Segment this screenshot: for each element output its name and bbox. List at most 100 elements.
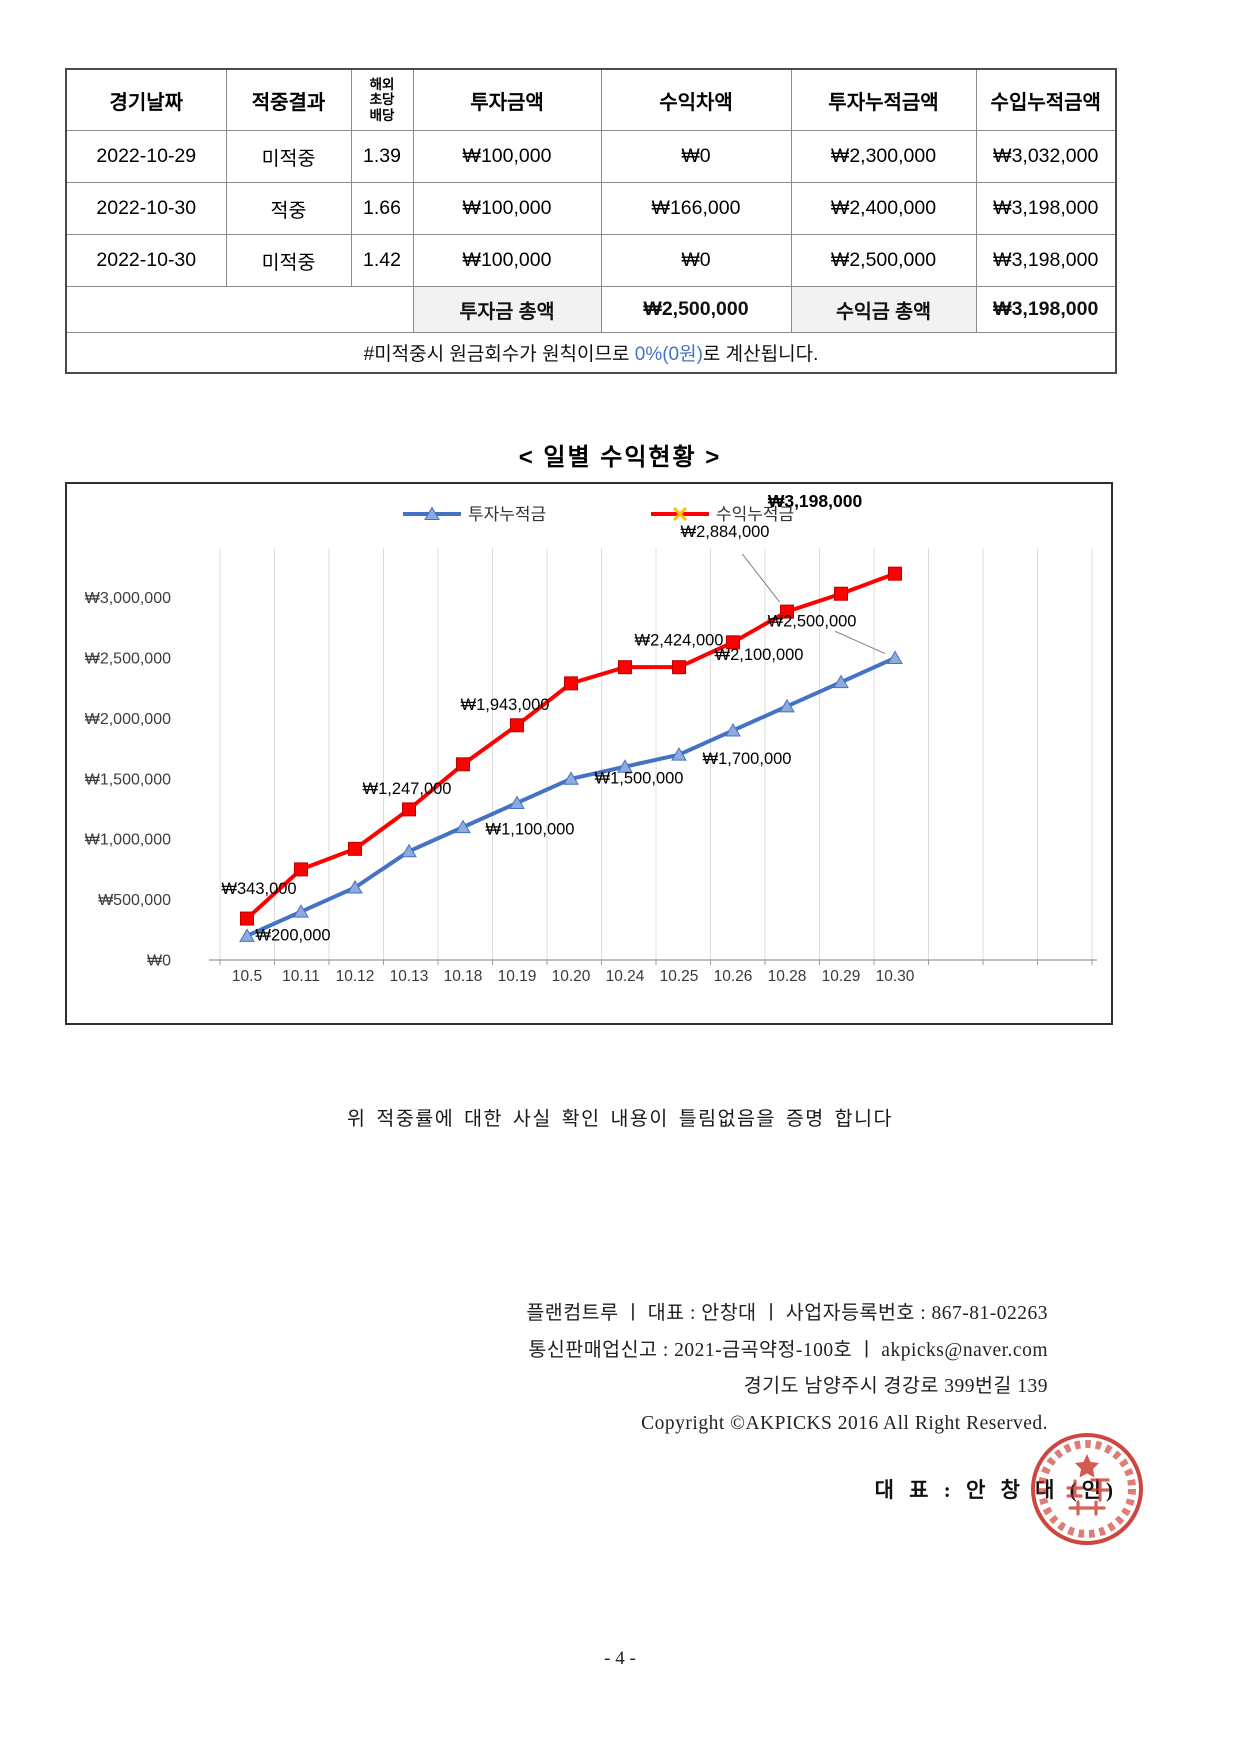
ceo-signature-line: 대 표 : 안 창 대 (인)	[874, 1478, 1118, 1502]
note-row: #미적중시 원금회수가 원칙이므로 0%(0원)로 계산됩니다.	[65, 332, 1117, 374]
col-header: 수입누적금액	[975, 68, 1117, 131]
cell-profit_diff: ₩166,000	[600, 182, 792, 235]
totals-row: 투자금 총액 ₩2,500,000 수익금 총액 ₩3,198,000	[65, 286, 1117, 333]
legend-label-invest: 투자누적금	[468, 505, 546, 524]
cell-invest_cum: ₩2,300,000	[790, 130, 977, 183]
cell-date: 2022-10-30	[65, 234, 227, 287]
marker-square	[780, 604, 794, 619]
y-tick-label: ₩500,000	[98, 892, 171, 909]
cell-result: 적중	[225, 182, 352, 235]
legend-marker-profit	[672, 506, 688, 522]
data-label: ₩2,424,000	[635, 632, 724, 650]
marker-triangle	[617, 759, 633, 773]
cell-invest: ₩100,000	[412, 182, 602, 235]
cell-invest_cum: ₩2,400,000	[790, 182, 977, 235]
data-label: ₩200,000	[255, 926, 330, 944]
x-tick-label: 10.11	[282, 968, 320, 985]
data-label: ₩1,500,000	[595, 769, 684, 787]
marker-square	[672, 660, 686, 675]
marker-triangle	[239, 928, 255, 942]
col-header: 해외 초당 배당	[350, 68, 414, 131]
note-suffix: 로 계산됩니다.	[702, 344, 819, 365]
x-tick-label: 10.29	[822, 968, 861, 985]
copyright-line: Copyright ©AKPICKS 2016 All Right Reserv…	[641, 1412, 1048, 1434]
col-header: 투자금액	[412, 68, 602, 131]
legend-label-profit: 수익누적금	[716, 505, 794, 524]
y-tick-label: ₩1,000,000	[85, 832, 171, 849]
table-row: 2022-10-30 미적중 1.42 ₩100,000 ₩0 ₩2,500,000 ₩3,…	[65, 234, 1117, 287]
cell-odds: 1.39	[350, 130, 414, 183]
chart-title: < 일별 수익현황 >	[518, 444, 722, 471]
marker-triangle	[401, 843, 417, 858]
marker-square	[618, 660, 632, 675]
data-label: ₩2,100,000	[715, 646, 804, 664]
marker-square	[726, 635, 740, 650]
company-seal-stamp	[1031, 1433, 1143, 1545]
table-row: 2022-10-30 적중 1.66 ₩100,000 ₩166,000 ₩2,400,0…	[65, 182, 1117, 235]
company-info: 플랜컴트루 ㅣ 대표 : 안창대 ㅣ 사업자등록번호 : 867-81-0226…	[526, 1296, 1048, 1442]
income-total-label: 수익금 총액	[790, 286, 977, 333]
data-label: ₩2,884,000	[681, 523, 770, 541]
y-tick-label: ₩0	[147, 953, 171, 970]
annotation-leader	[835, 630, 886, 655]
results-table: 경기날짜 적중결과 해외 초당 배당 투자금액 수익차액 투자누적금액 수입누적금액 202…	[65, 68, 1117, 374]
cell-income_cum: ₩3,198,000	[975, 234, 1117, 287]
note-prefix: #미적중시 원금회수가 원칙이므로	[363, 344, 635, 365]
cell-income_cum: ₩3,032,000	[975, 130, 1117, 183]
cell-date: 2022-10-30	[65, 182, 227, 235]
marker-square	[348, 841, 362, 856]
invest-total-label: 투자금 총액	[412, 286, 602, 333]
x-tick-label: 10.20	[552, 968, 591, 985]
y-tick-label: ₩3,000,000	[85, 590, 171, 607]
marker-triangle	[671, 747, 687, 761]
totals-empty-cell	[65, 286, 414, 333]
cell-profit_diff: ₩0	[600, 130, 792, 183]
company-info-line-1: 플랜컴트루 ㅣ 대표 : 안창대 ㅣ 사업자등록번호 : 867-81-0226…	[526, 1303, 1048, 1324]
page-number: - 4 -	[604, 1648, 636, 1669]
marker-triangle	[725, 722, 741, 737]
col-header: 적중결과	[225, 68, 352, 131]
cell-invest_cum: ₩2,500,000	[790, 234, 977, 287]
marker-triangle	[293, 904, 309, 918]
marker-square	[510, 718, 524, 733]
x-tick-label: 10.25	[660, 968, 699, 985]
marker-triangle	[563, 771, 579, 785]
marker-square	[888, 566, 902, 581]
table-header-row: 경기날짜 적중결과 해외 초당 배당 투자금액 수익차액 투자누적금액 수입누적금액	[65, 68, 1117, 131]
data-label: ₩1,100,000	[486, 821, 575, 839]
cell-result: 미적중	[225, 130, 352, 183]
col-header: 투자누적금액	[790, 68, 977, 131]
cell-result: 미적중	[225, 234, 352, 287]
data-label: ₩1,943,000	[461, 696, 550, 714]
chart-legend: 투자누적금 수익누적금	[403, 505, 794, 524]
cell-profit_diff: ₩0	[600, 234, 792, 287]
note-highlight: 0%(0원)	[634, 344, 703, 365]
marker-square	[456, 757, 470, 772]
cell-income_cum: ₩3,198,000	[975, 182, 1117, 235]
marker-square	[564, 676, 578, 691]
y-tick-label: ₩1,500,000	[85, 771, 171, 788]
income-total-value: ₩3,198,000	[975, 286, 1117, 333]
marker-square	[402, 802, 416, 817]
y-tick-label: ₩2,000,000	[85, 711, 171, 728]
y-tick-label: ₩2,500,000	[85, 651, 171, 668]
marker-triangle	[509, 795, 525, 809]
company-info-line-3: 경기도 남양주시 경강로 399번길 139	[743, 1376, 1048, 1397]
cell-odds: 1.66	[350, 182, 414, 235]
marker-triangle	[887, 650, 903, 664]
x-tick-label: 10.5	[232, 968, 262, 985]
x-tick-label: 10.28	[768, 968, 807, 985]
x-tick-label: 10.30	[876, 968, 915, 985]
marker-square	[834, 586, 848, 601]
certification-statement: 위 적중률에 대한 사실 확인 내용이 틀림없음을 증명 합니다	[347, 1108, 893, 1130]
x-tick-label: 10.12	[336, 968, 375, 985]
table-body: 2022-10-29 미적중 1.39 ₩100,000 ₩0 ₩2,300,000 ₩3,…	[65, 130, 1117, 287]
marker-square	[294, 862, 308, 877]
col-header: 수익차액	[600, 68, 792, 131]
data-label: ₩3,198,000	[768, 491, 863, 511]
annotation-leader	[741, 553, 780, 603]
cell-invest: ₩100,000	[412, 130, 602, 183]
x-tick-label: 10.24	[606, 968, 645, 985]
marker-square	[240, 911, 254, 926]
